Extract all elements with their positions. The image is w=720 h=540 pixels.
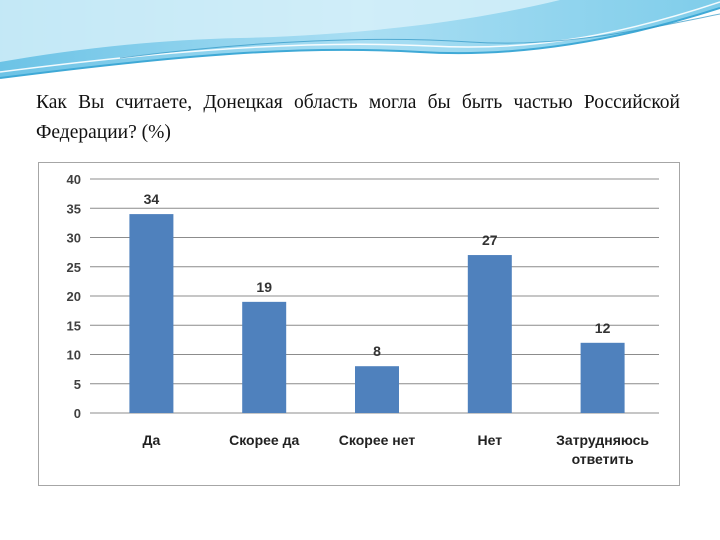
y-tick-label: 10 (67, 348, 81, 363)
category-label: Скорее да (229, 432, 299, 448)
bar-chart: 0 5 10 15 20 25 30 35 40 34 19 8 27 12 Да Скорее да Ск… (67, 172, 659, 467)
header-wave-light (0, 0, 560, 62)
y-tick-label: 15 (67, 318, 81, 333)
x-axis-category-labels: Да Скорее да Скорее нет Нет Затрудняюсь ответ… (143, 432, 650, 467)
y-tick-label: 0 (74, 406, 81, 421)
data-label: 34 (144, 191, 160, 207)
category-label-multiline: Затрудняюсь ответить (556, 432, 649, 467)
slide-header-decoration (0, 0, 720, 79)
bar-4 (467, 255, 512, 413)
category-label: Да (143, 432, 161, 448)
bars (129, 214, 625, 413)
category-label-line: Затрудняюсь (556, 432, 649, 448)
header-wave-line-3 (119, 13, 720, 59)
data-label: 27 (482, 232, 498, 248)
bar-chart-frame: 0 5 10 15 20 25 30 35 40 34 19 8 27 12 Да Скорее да Ск… (38, 162, 680, 486)
y-axis-tick-labels: 0 5 10 15 20 25 30 35 40 (67, 172, 81, 421)
y-tick-label: 20 (67, 289, 81, 304)
data-label: 19 (256, 279, 272, 295)
header-wave-line-2 (0, 1, 720, 73)
y-tick-label: 5 (74, 377, 81, 392)
bar-2 (242, 301, 287, 413)
bar-1 (129, 214, 174, 413)
category-label: Нет (478, 432, 503, 448)
y-tick-label: 25 (67, 260, 81, 275)
data-label: 12 (595, 320, 611, 336)
y-tick-label: 30 (67, 231, 81, 246)
category-label-line: ответить (572, 451, 634, 467)
y-tick-label: 40 (67, 172, 81, 187)
category-label: Скорее нет (339, 432, 416, 448)
data-labels: 34 19 8 27 12 (144, 191, 611, 359)
data-label: 8 (373, 343, 381, 359)
bar-5 (580, 342, 625, 413)
header-wave-line (0, 7, 720, 79)
bar-3 (355, 366, 399, 413)
question-title: Как Вы считаете, Донецкая область могла … (36, 92, 680, 143)
y-tick-label: 35 (67, 201, 81, 216)
